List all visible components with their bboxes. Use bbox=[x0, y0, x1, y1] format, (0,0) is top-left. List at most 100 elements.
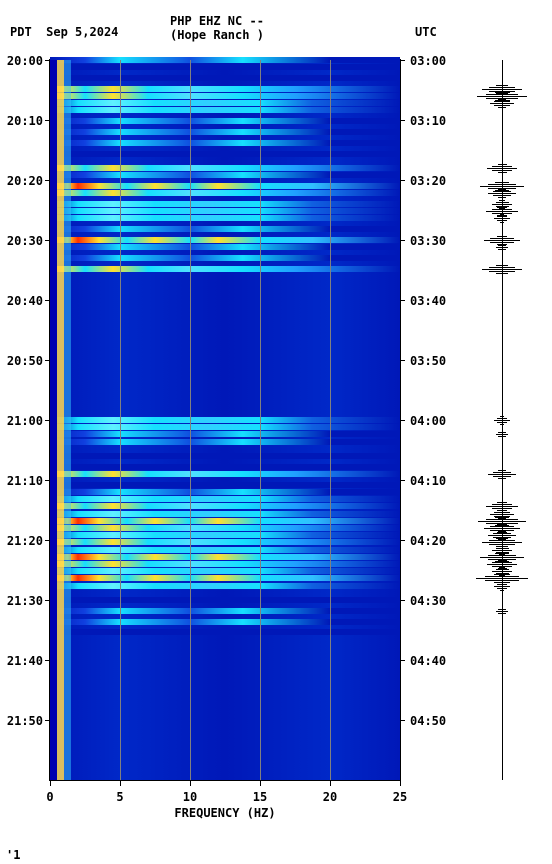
spectrogram-row bbox=[50, 525, 400, 531]
waveform-bar bbox=[490, 526, 513, 527]
left-tick-label: 20:50 bbox=[7, 354, 43, 368]
spectrogram-row bbox=[50, 140, 400, 146]
waveform-bar bbox=[498, 99, 505, 100]
waveform-bar bbox=[497, 502, 507, 503]
tick-mark bbox=[400, 180, 405, 181]
waveform-bar bbox=[490, 242, 513, 243]
spectrogram-row bbox=[50, 575, 400, 581]
spectrogram-row bbox=[50, 201, 400, 207]
spectrogram-row bbox=[50, 568, 400, 574]
waveform-bar bbox=[496, 569, 509, 570]
left-tick-label: 20:40 bbox=[7, 294, 43, 308]
waveform-bar bbox=[496, 434, 508, 435]
waveform-bar bbox=[478, 521, 526, 522]
waveform-bar bbox=[482, 542, 522, 543]
spectrogram-row bbox=[50, 619, 400, 625]
waveform-bar bbox=[489, 267, 515, 268]
waveform-bar bbox=[498, 245, 506, 246]
waveform-bar bbox=[497, 236, 508, 237]
spectrogram-row bbox=[50, 57, 400, 63]
x-tick bbox=[120, 780, 121, 786]
tick-mark bbox=[45, 720, 50, 721]
spectrogram-row bbox=[50, 561, 400, 567]
x-tick-label: 5 bbox=[116, 790, 123, 804]
tick-mark bbox=[400, 600, 405, 601]
waveform-bar bbox=[496, 265, 508, 266]
waveform-bar bbox=[497, 216, 507, 217]
spectrogram-row bbox=[50, 417, 400, 423]
waveform-bar bbox=[498, 172, 507, 173]
waveform-bar bbox=[482, 269, 522, 270]
waveform-bar bbox=[498, 478, 506, 479]
header-center: PHP EHZ NC -- (Hope Ranch ) bbox=[170, 14, 264, 42]
waveform-trace bbox=[475, 60, 530, 780]
spectrogram-row bbox=[50, 75, 400, 81]
waveform-bar bbox=[498, 510, 505, 511]
spectrogram-row bbox=[50, 151, 400, 157]
waveform-bar bbox=[496, 611, 508, 612]
spectrogram-row bbox=[50, 539, 400, 545]
waveform-bar bbox=[488, 184, 517, 185]
waveform-bar bbox=[498, 107, 505, 108]
waveform-bar bbox=[498, 470, 506, 471]
spectrogram-row bbox=[50, 518, 400, 524]
spectrogram-row bbox=[50, 100, 400, 106]
waveform-bar bbox=[480, 557, 524, 558]
waveform-bar bbox=[497, 422, 507, 423]
waveform-bar bbox=[500, 424, 505, 425]
waveform-bar bbox=[499, 200, 505, 201]
right-tick-label: 03:10 bbox=[410, 114, 446, 128]
waveform-bar bbox=[487, 168, 517, 169]
spectrogram-row bbox=[50, 165, 400, 171]
waveform-bar bbox=[498, 531, 506, 532]
spectrogram-row bbox=[50, 439, 400, 445]
x-tick bbox=[50, 780, 51, 786]
tick-mark bbox=[45, 300, 50, 301]
waveform-bar bbox=[476, 578, 528, 579]
waveform-bar bbox=[498, 249, 506, 250]
spectrogram-row bbox=[50, 608, 400, 614]
waveform-bar bbox=[500, 590, 505, 591]
x-tick-label: 15 bbox=[253, 790, 267, 804]
waveform-bar bbox=[500, 214, 505, 215]
spectrogram-row bbox=[50, 471, 400, 477]
edge-band bbox=[64, 60, 71, 780]
waveform-bar bbox=[490, 103, 514, 104]
grid-line bbox=[330, 60, 331, 780]
waveform-bar bbox=[489, 271, 515, 272]
waveform-bar bbox=[486, 94, 519, 95]
waveform-bar bbox=[495, 553, 508, 554]
tick-mark bbox=[45, 360, 50, 361]
waveform-bar bbox=[487, 564, 517, 565]
waveform-bar bbox=[477, 96, 527, 97]
waveform-bar bbox=[498, 609, 506, 610]
tick-mark bbox=[400, 540, 405, 541]
spectrogram-row bbox=[50, 266, 400, 272]
frequency-axis: FREQUENCY (HZ) 0510152025 bbox=[50, 780, 400, 820]
tick-mark bbox=[400, 420, 405, 421]
spectrogram-row bbox=[50, 554, 400, 560]
spectrogram bbox=[50, 60, 400, 780]
spectrogram-row bbox=[50, 86, 400, 92]
waveform-bar bbox=[493, 195, 511, 196]
station-line2: (Hope Ranch ) bbox=[170, 28, 264, 42]
spectrogram-row bbox=[50, 583, 400, 589]
waveform-bar bbox=[496, 548, 509, 549]
waveform-bar bbox=[489, 540, 515, 541]
waveform-bar bbox=[486, 211, 518, 212]
right-tick-label: 03:50 bbox=[410, 354, 446, 368]
left-tick-label: 21:00 bbox=[7, 414, 43, 428]
spectrogram-row bbox=[50, 129, 400, 135]
grid-line bbox=[190, 60, 191, 780]
right-tick-label: 04:20 bbox=[410, 534, 446, 548]
tick-mark bbox=[45, 420, 50, 421]
waveform-bar bbox=[493, 472, 511, 473]
spectrogram-plot bbox=[50, 60, 400, 780]
waveform-bar bbox=[494, 218, 510, 219]
waveform-bar bbox=[484, 528, 520, 529]
tick-mark bbox=[45, 540, 50, 541]
waveform-bar bbox=[498, 189, 506, 190]
x-axis-title: FREQUENCY (HZ) bbox=[174, 806, 275, 820]
spectrogram-row bbox=[50, 226, 400, 232]
tick-mark bbox=[400, 240, 405, 241]
